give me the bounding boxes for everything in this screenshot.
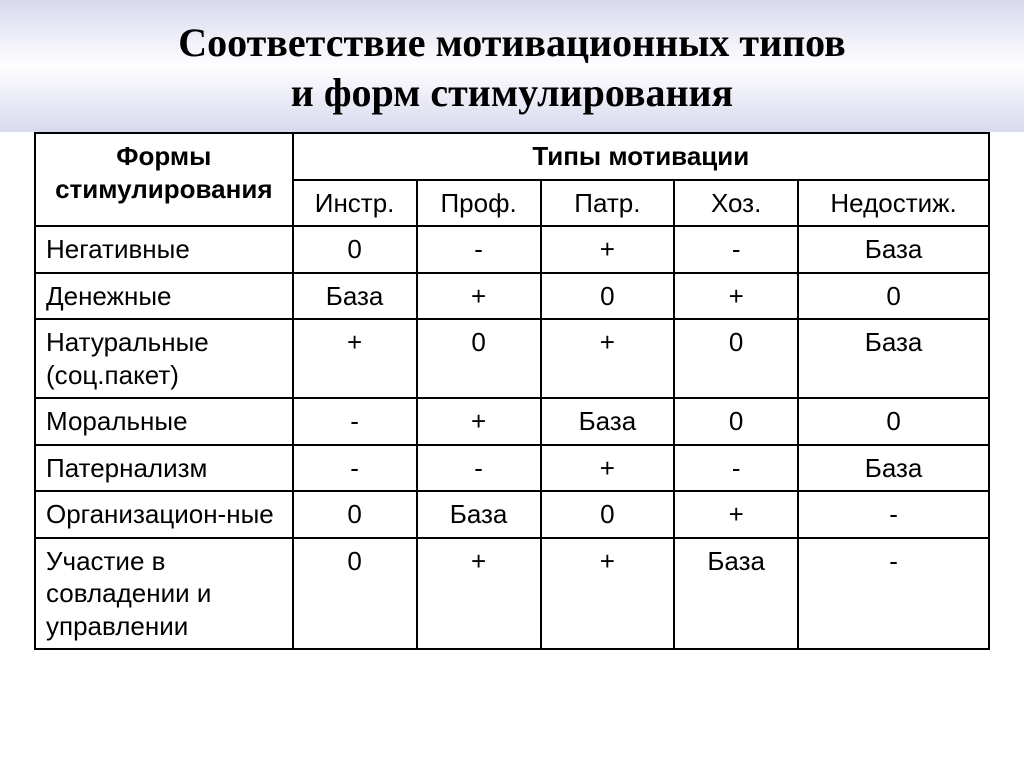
- cell: 0: [798, 398, 989, 445]
- row-label: Организацион-ные: [35, 491, 293, 538]
- row-label: Денежные: [35, 273, 293, 320]
- title-line-1: Соответствие мотивационных типов: [178, 20, 846, 65]
- cell: +: [674, 491, 798, 538]
- cell: 0: [541, 273, 675, 320]
- cell: +: [541, 445, 675, 492]
- row-label: Негативные: [35, 226, 293, 273]
- cell: -: [674, 226, 798, 273]
- table-row: Натуральные (соц.пакет) + 0 + 0 База: [35, 319, 989, 398]
- header-row-1: Формы стимулирования Типы мотивации: [35, 133, 989, 180]
- cell: База: [798, 319, 989, 398]
- title-bar: Соответствие мотивационных типов и форм …: [0, 0, 1024, 132]
- cell: +: [417, 273, 541, 320]
- subhead-1: Проф.: [417, 180, 541, 227]
- cell: База: [798, 226, 989, 273]
- table-row: Участие в совладении и управлении 0 + + …: [35, 538, 989, 650]
- cell: +: [674, 273, 798, 320]
- cell: 0: [293, 491, 417, 538]
- cell: 0: [293, 226, 417, 273]
- cell: База: [293, 273, 417, 320]
- cell: База: [798, 445, 989, 492]
- subhead-3: Хоз.: [674, 180, 798, 227]
- cell: -: [798, 491, 989, 538]
- cell: База: [417, 491, 541, 538]
- title-line-2: и форм стимулирования: [291, 70, 733, 115]
- page-title: Соответствие мотивационных типов и форм …: [20, 18, 1004, 118]
- cell: База: [541, 398, 675, 445]
- table-row: Моральные - + База 0 0: [35, 398, 989, 445]
- header-forms: Формы стимулирования: [35, 133, 293, 226]
- cell: +: [541, 538, 675, 650]
- cell: 0: [798, 273, 989, 320]
- row-label: Патернализм: [35, 445, 293, 492]
- table-row: Патернализм - - + - База: [35, 445, 989, 492]
- row-label: Натуральные (соц.пакет): [35, 319, 293, 398]
- cell: -: [674, 445, 798, 492]
- cell: +: [417, 538, 541, 650]
- table-body: Негативные 0 - + - База Денежные База + …: [35, 226, 989, 649]
- subhead-4: Недостиж.: [798, 180, 989, 227]
- cell: -: [798, 538, 989, 650]
- cell: -: [417, 445, 541, 492]
- cell: +: [293, 319, 417, 398]
- cell: +: [541, 319, 675, 398]
- header-types: Типы мотивации: [293, 133, 989, 180]
- table-row: Негативные 0 - + - База: [35, 226, 989, 273]
- cell: -: [293, 445, 417, 492]
- table-row: Денежные База + 0 + 0: [35, 273, 989, 320]
- cell: +: [541, 226, 675, 273]
- cell: 0: [674, 319, 798, 398]
- cell: -: [417, 226, 541, 273]
- row-label: Моральные: [35, 398, 293, 445]
- cell: 0: [293, 538, 417, 650]
- motivation-table: Формы стимулирования Типы мотивации Инст…: [34, 132, 990, 650]
- cell: +: [417, 398, 541, 445]
- cell: 0: [541, 491, 675, 538]
- cell: 0: [417, 319, 541, 398]
- row-label: Участие в совладении и управлении: [35, 538, 293, 650]
- subhead-0: Инстр.: [293, 180, 417, 227]
- subhead-2: Патр.: [541, 180, 675, 227]
- table-row: Организацион-ные 0 База 0 + -: [35, 491, 989, 538]
- cell: База: [674, 538, 798, 650]
- cell: -: [293, 398, 417, 445]
- table-container: Формы стимулирования Типы мотивации Инст…: [0, 132, 1024, 670]
- cell: 0: [674, 398, 798, 445]
